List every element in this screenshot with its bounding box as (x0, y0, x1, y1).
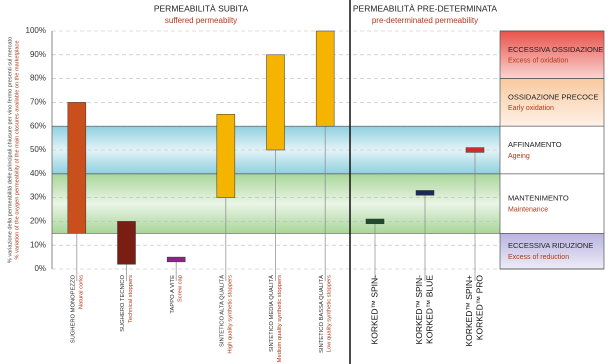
range-bar (315, 30, 335, 127)
category-label: KORKED™ SPIN- (369, 275, 379, 345)
y-tick-label: 50% (30, 145, 46, 154)
category-subname: Low quality synthetic stoppers (327, 275, 333, 352)
y-axis-title: % variazione della permeabilità delle pr… (7, 37, 20, 263)
y-axis-title-line: % variazione della permeabilità delle pr… (7, 37, 13, 263)
category-name: KORKED™ BLUE (425, 275, 435, 344)
category-name: TAPPO A VITE (170, 275, 176, 314)
category-label: KORKED™ SPIN- KORKED™ BLUE (414, 275, 435, 345)
y-axis-title-line: % variation of the oxygen permeability o… (14, 41, 20, 260)
zone-legend (500, 78, 604, 127)
zone-sublabel: Ageing (508, 153, 530, 160)
zone-label: MANTENIMENTO (508, 194, 569, 203)
y-tick-label: 100% (26, 26, 46, 35)
y-tick-label: 30% (30, 193, 46, 202)
range-bar (365, 218, 385, 225)
category-label: KORKED™ SPIN+ KORKED™ PRO (464, 275, 485, 347)
y-tick-label: 20% (30, 217, 46, 226)
zone-label: OSSIDAZIONE PRECOCE (508, 92, 598, 101)
category-subname: High quality synthetic stoppers (227, 275, 233, 354)
range-bar (465, 147, 485, 153)
legend-frame (499, 30, 605, 270)
y-tick-label: 0% (34, 264, 46, 273)
zone-sublabel: Excess of oxidation (508, 58, 568, 65)
category-label: SUGHERO TECNICO Technical stoppers (120, 275, 134, 332)
section-subtitle: suffered permeabilty (165, 16, 237, 25)
range-bar (67, 102, 87, 234)
y-tick-label: 90% (30, 50, 46, 59)
category-name: SINTETICO MEDIA QUALITÀ (268, 275, 275, 352)
category-name: KORKED™ PRO (475, 275, 485, 341)
category-subname: Natural corks (78, 275, 84, 309)
category-name: SINTETICO ALTA QUALITÀ (218, 275, 225, 347)
zone-label: AFFINAMENTO (508, 140, 562, 149)
section-subtitle: pre-determinated permeability (372, 16, 478, 25)
category-label: SINTETICO ALTA QUALITÀ High quality synth… (218, 275, 233, 354)
range-bar (117, 221, 136, 265)
range-bar (216, 114, 236, 198)
category-name: SUGHERO MONOPEZZO (70, 275, 76, 344)
y-tick-label: 10% (30, 240, 46, 249)
section-title: PERMEABILITÀ PRE-DETERMINATA (353, 3, 498, 13)
y-tick-label: 40% (30, 169, 46, 178)
category-label: TAPPO A VITE Screw cap (170, 275, 184, 314)
category-name: KORKED™ SPIN- (369, 275, 379, 345)
y-tick-label: 80% (30, 74, 46, 83)
zone-label: ECCESSIVA RIDUZIONE (508, 241, 593, 250)
zone-legend (500, 31, 604, 79)
category-name: KORKED™ SPIN- (414, 275, 424, 345)
zone-legend (500, 233, 604, 269)
range-bar (166, 256, 186, 263)
zone-sublabel: Excess of reduction (508, 254, 569, 261)
zone-legend (500, 173, 604, 234)
category-label: SUGHERO MONOPEZZO Natural corks (70, 275, 84, 344)
y-tick-label: 60% (30, 121, 46, 130)
category-name: KORKED™ SPIN+ (464, 275, 474, 347)
category-label: SINTETICO MEDIA QUALITÀ Medium quality sy… (268, 275, 283, 362)
category-subname: Technical stoppers (128, 275, 134, 323)
category-subname: Medium quality synthetic stoppers (277, 275, 283, 362)
zone-label: ECCESSIVA OSSIDAZIONE (508, 45, 603, 54)
category-name: SINTETICO BASSA QUALITÀ (318, 275, 325, 353)
range-bar (415, 190, 435, 196)
y-tick-label: 70% (30, 98, 46, 107)
range-bar (266, 54, 285, 151)
category-name: SUGHERO TECNICO (120, 275, 126, 332)
section-title: PERMEABILITÀ SUBITA (154, 3, 249, 13)
category-subname: Screw cap (178, 275, 184, 302)
zone-sublabel: Maintenance (508, 206, 548, 213)
zone-sublabel: Early oxidation (508, 105, 554, 112)
category-label: SINTETICO BASSA QUALITÀ Low quality synth… (318, 275, 333, 353)
zone-legend (500, 126, 604, 174)
